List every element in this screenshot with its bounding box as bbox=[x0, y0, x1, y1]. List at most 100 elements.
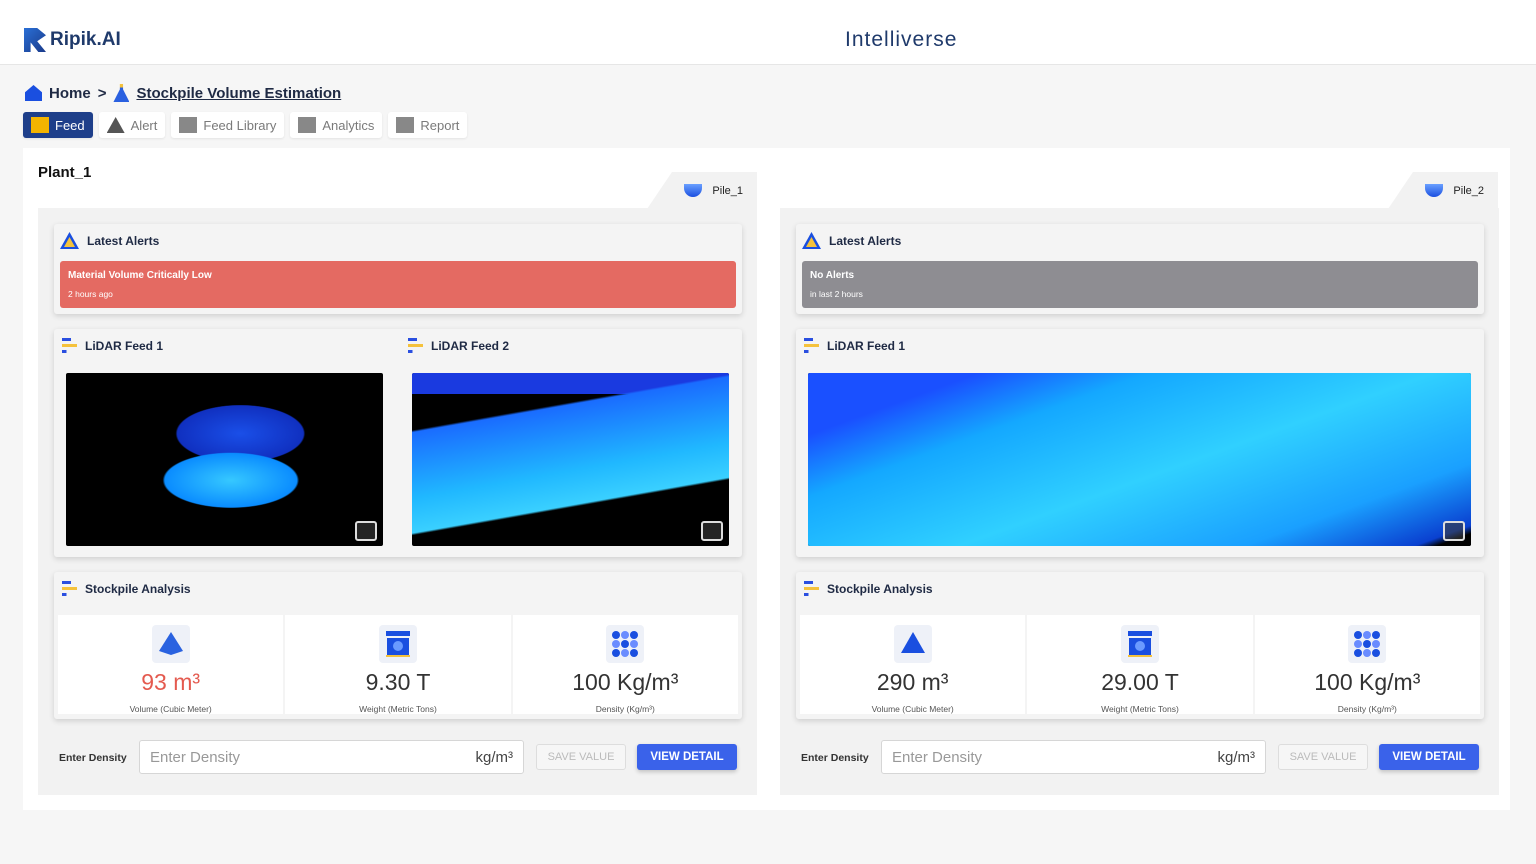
home-icon bbox=[25, 85, 42, 101]
analysis-icon bbox=[804, 581, 819, 596]
card-title: Stockpile Analysis bbox=[827, 581, 933, 596]
tab-label: Analytics bbox=[322, 117, 375, 133]
density-input[interactable]: Enter Density kg/m³ bbox=[139, 740, 524, 774]
density-placeholder: Enter Density bbox=[150, 748, 241, 766]
pyramid-icon bbox=[151, 625, 190, 663]
tab-alert[interactable]: Alert bbox=[98, 112, 166, 138]
feed-title: LiDAR Feed 1 bbox=[827, 338, 906, 353]
weight-label: Weight (Metric Tons) bbox=[1101, 704, 1179, 714]
density-form: Enter Density Enter Density kg/m³ SAVE VA… bbox=[780, 740, 1499, 774]
top-header: Ripik.AI Intelliverse bbox=[0, 0, 1536, 65]
latest-alerts-card: Latest Alerts No Alerts in last 2 hours bbox=[796, 224, 1484, 314]
weight-stat: 29.00 T Weight (Metric Tons) bbox=[1027, 615, 1253, 714]
alert-title: No Alerts bbox=[810, 270, 855, 281]
logo-text: Ripik.AI bbox=[50, 29, 121, 50]
lidar-feed-2-view[interactable] bbox=[412, 373, 729, 546]
stockpile-analysis-card: Stockpile Analysis 290 m³ Volume (Cubic M… bbox=[796, 572, 1484, 719]
density-form: Enter Density Enter Density kg/m³ SAVE VA… bbox=[38, 740, 757, 774]
density-input[interactable]: Enter Density kg/m³ bbox=[881, 740, 1266, 774]
analytics-chart-icon bbox=[298, 117, 317, 133]
fullscreen-icon[interactable] bbox=[355, 521, 377, 541]
alert-time: 2 hours ago bbox=[68, 289, 113, 299]
weight-value: 9.30 T bbox=[365, 669, 431, 695]
breadcrumb-home[interactable]: Home bbox=[49, 84, 91, 102]
card-title: Latest Alerts bbox=[87, 233, 160, 248]
lidar-feeds-card: LiDAR Feed 1 LiDAR Feed 2 bbox=[54, 329, 742, 557]
fullscreen-icon[interactable] bbox=[1443, 521, 1465, 541]
tab-feed[interactable]: Feed bbox=[23, 112, 93, 138]
density-value: 100 Kg/m³ bbox=[572, 669, 679, 695]
warning-icon bbox=[106, 117, 125, 133]
breadcrumb-current[interactable]: Stockpile Volume Estimation bbox=[136, 84, 342, 102]
volume-value: 290 m³ bbox=[876, 669, 949, 695]
view-detail-button[interactable]: VIEW DETAIL bbox=[637, 744, 737, 770]
ripik-logo[interactable]: Ripik.AI bbox=[24, 28, 121, 52]
alert-title: Material Volume Critically Low bbox=[68, 270, 212, 281]
density-field-label: Enter Density bbox=[801, 752, 869, 764]
density-label: Density (Kg/m³) bbox=[595, 704, 655, 714]
save-value-button[interactable]: SAVE VALUE bbox=[536, 744, 626, 770]
feed-icon bbox=[62, 338, 77, 353]
fullscreen-icon[interactable] bbox=[701, 521, 723, 541]
pile-icon bbox=[684, 184, 703, 197]
alert-item[interactable]: Material Volume Critically Low 2 hours ag… bbox=[60, 261, 736, 308]
density-dots-icon bbox=[1348, 625, 1387, 663]
weight-stat: 9.30 T Weight (Metric Tons) bbox=[285, 615, 511, 714]
weight-value: 29.00 T bbox=[1101, 669, 1179, 695]
pile-name: Pile_1 bbox=[712, 184, 743, 197]
video-library-icon bbox=[179, 117, 198, 133]
save-value-button[interactable]: SAVE VALUE bbox=[1278, 744, 1368, 770]
alert-item[interactable]: No Alerts in last 2 hours bbox=[802, 261, 1478, 308]
tab-label: Alert bbox=[130, 117, 158, 133]
lidar-feeds-card: LiDAR Feed 1 bbox=[796, 329, 1484, 557]
feed-icon bbox=[804, 338, 819, 353]
point-cloud-image bbox=[66, 373, 383, 546]
tab-label: Feed bbox=[55, 117, 85, 133]
volume-label: Volume (Cubic Meter) bbox=[129, 704, 212, 714]
pile-2-panel: Latest Alerts No Alerts in last 2 hours L… bbox=[780, 208, 1499, 795]
nav-tabs: Feed Alert Feed Library Analytics Report bbox=[23, 112, 468, 138]
volume-stat: 93 m³ Volume (Cubic Meter) bbox=[58, 615, 284, 714]
scale-icon bbox=[378, 625, 417, 663]
volume-label: Volume (Cubic Meter) bbox=[871, 704, 954, 714]
warning-icon bbox=[60, 232, 79, 249]
pile-1-panel: Latest Alerts Material Volume Critically… bbox=[38, 208, 757, 795]
density-placeholder: Enter Density bbox=[892, 748, 983, 766]
volume-stat: 290 m³ Volume (Cubic Meter) bbox=[800, 615, 1026, 714]
stockpile-icon bbox=[113, 84, 130, 102]
tab-label: Report bbox=[420, 117, 460, 133]
tab-report[interactable]: Report bbox=[388, 112, 468, 138]
analysis-icon bbox=[62, 581, 77, 596]
density-dots-icon bbox=[606, 625, 645, 663]
pile-name: Pile_2 bbox=[1453, 184, 1484, 197]
scale-icon bbox=[1120, 625, 1159, 663]
breadcrumb: Home > Stockpile Volume Estimation bbox=[25, 84, 341, 102]
report-icon bbox=[396, 117, 415, 133]
density-label: Density (Kg/m³) bbox=[1337, 704, 1397, 714]
tab-feed-library[interactable]: Feed Library bbox=[171, 112, 285, 138]
warning-icon bbox=[802, 232, 821, 249]
alert-time: in last 2 hours bbox=[810, 289, 863, 299]
stockpile-analysis-card: Stockpile Analysis 93 m³ Volume (Cubic Me… bbox=[54, 572, 742, 719]
volume-value: 93 m³ bbox=[141, 669, 201, 695]
weight-label: Weight (Metric Tons) bbox=[359, 704, 437, 714]
density-value: 100 Kg/m³ bbox=[1314, 669, 1421, 695]
pyramid-icon bbox=[893, 625, 932, 663]
density-field-label: Enter Density bbox=[59, 752, 127, 764]
density-unit: kg/m³ bbox=[475, 748, 514, 766]
lidar-feed-1-view[interactable] bbox=[66, 373, 383, 546]
latest-alerts-card: Latest Alerts Material Volume Critically… bbox=[54, 224, 742, 314]
density-stat: 100 Kg/m³ Density (Kg/m³) bbox=[1254, 615, 1480, 714]
pile-icon bbox=[1425, 184, 1444, 197]
lidar-feed-1-view[interactable] bbox=[808, 373, 1471, 546]
card-title: Latest Alerts bbox=[829, 233, 902, 248]
plant-title: Plant_1 bbox=[38, 164, 92, 181]
density-stat: 100 Kg/m³ Density (Kg/m³) bbox=[512, 615, 738, 714]
intelliverse-brand: Intelliverse bbox=[845, 28, 958, 51]
tab-analytics[interactable]: Analytics bbox=[290, 112, 383, 138]
tab-label: Feed Library bbox=[203, 117, 277, 133]
breadcrumb-separator: > bbox=[97, 84, 107, 102]
point-cloud-image bbox=[808, 373, 1471, 546]
feed-title: LiDAR Feed 2 bbox=[431, 338, 510, 353]
view-detail-button[interactable]: VIEW DETAIL bbox=[1379, 744, 1479, 770]
